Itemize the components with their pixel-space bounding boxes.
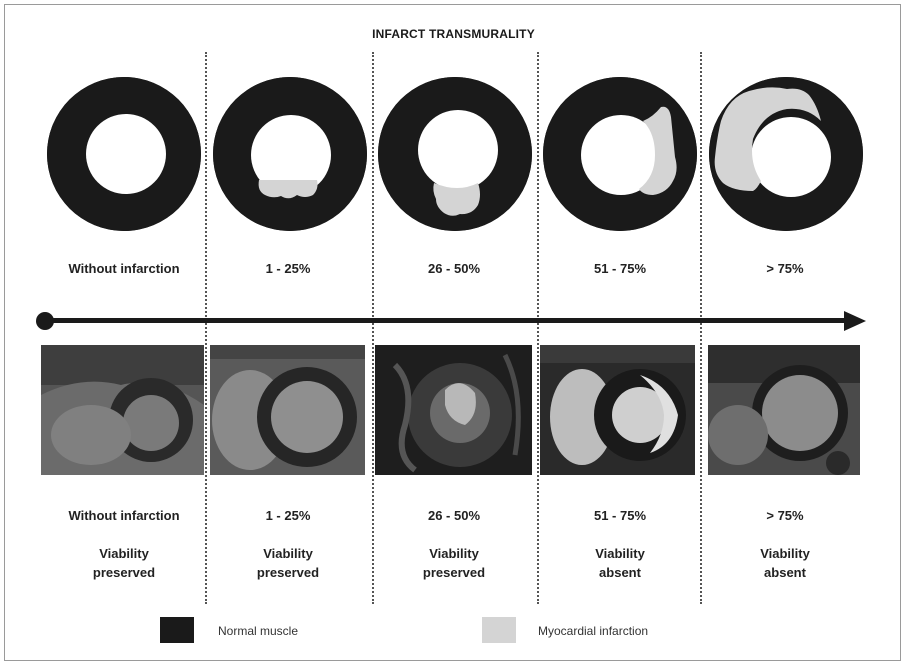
- legend-swatch-normal-muscle: [160, 617, 194, 643]
- heart-ring-1-25: [213, 77, 367, 231]
- progression-arrow: [36, 310, 868, 337]
- legend-swatch-myocardial-infarction: [482, 617, 516, 643]
- column-label-bottom: 51 - 75%: [593, 508, 647, 523]
- heart-ring-no-infarction: [47, 77, 201, 231]
- column-label-top: 51 - 75%: [593, 261, 647, 276]
- viability-status: preserved: [256, 565, 320, 580]
- viability-status: preserved: [92, 565, 156, 580]
- viability-status: absent: [764, 565, 806, 580]
- column-label-bottom: > 75%: [766, 508, 804, 523]
- column-divider: [372, 52, 374, 604]
- viability-label: Viability: [263, 546, 313, 561]
- mri-scan-1-25: [210, 345, 365, 475]
- column-divider: [205, 52, 207, 604]
- viability-label: Viability: [429, 546, 479, 561]
- viability-label: Viability: [760, 546, 810, 561]
- column-divider: [700, 52, 702, 604]
- legend-label-normal-muscle: Normal muscle: [218, 624, 299, 638]
- mri-scan-26-50: [375, 345, 532, 475]
- column-label-top: Without infarction: [68, 261, 180, 276]
- viability-label: Viability: [99, 546, 149, 561]
- column-label-bottom: Without infarction: [68, 508, 180, 523]
- viability-status: preserved: [422, 565, 486, 580]
- column-label-bottom: 26 - 50%: [427, 508, 481, 523]
- mri-scan-51-75: [540, 345, 695, 475]
- viability-status: absent: [599, 565, 641, 580]
- legend-label-myocardial-infarction: Myocardial infarction: [538, 624, 649, 638]
- heart-ring-51-75: [543, 77, 697, 231]
- viability-label: Viability: [595, 546, 645, 561]
- mri-scan-no-infarction: [41, 345, 204, 475]
- heart-ring-26-50: [378, 77, 532, 231]
- column-label-bottom: 1 - 25%: [265, 508, 311, 523]
- heart-ring-over-75: [709, 77, 863, 231]
- figure-title: INFARCT TRANSMURALITY: [372, 27, 535, 41]
- figure-frame: [4, 4, 901, 661]
- column-divider: [537, 52, 539, 604]
- mri-scan-over-75: [708, 345, 860, 475]
- column-label-top: 26 - 50%: [427, 261, 481, 276]
- column-label-top: 1 - 25%: [265, 261, 311, 276]
- column-label-top: > 75%: [766, 261, 804, 276]
